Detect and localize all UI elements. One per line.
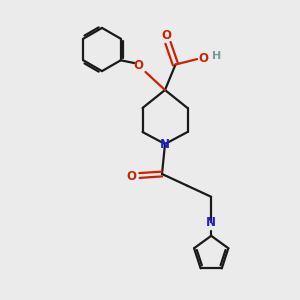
Text: O: O	[161, 29, 172, 42]
Text: O: O	[199, 52, 209, 65]
Text: O: O	[126, 170, 136, 183]
Text: N: N	[160, 137, 170, 151]
Text: O: O	[133, 59, 143, 72]
Text: H: H	[212, 51, 221, 61]
Text: N: N	[206, 216, 216, 229]
